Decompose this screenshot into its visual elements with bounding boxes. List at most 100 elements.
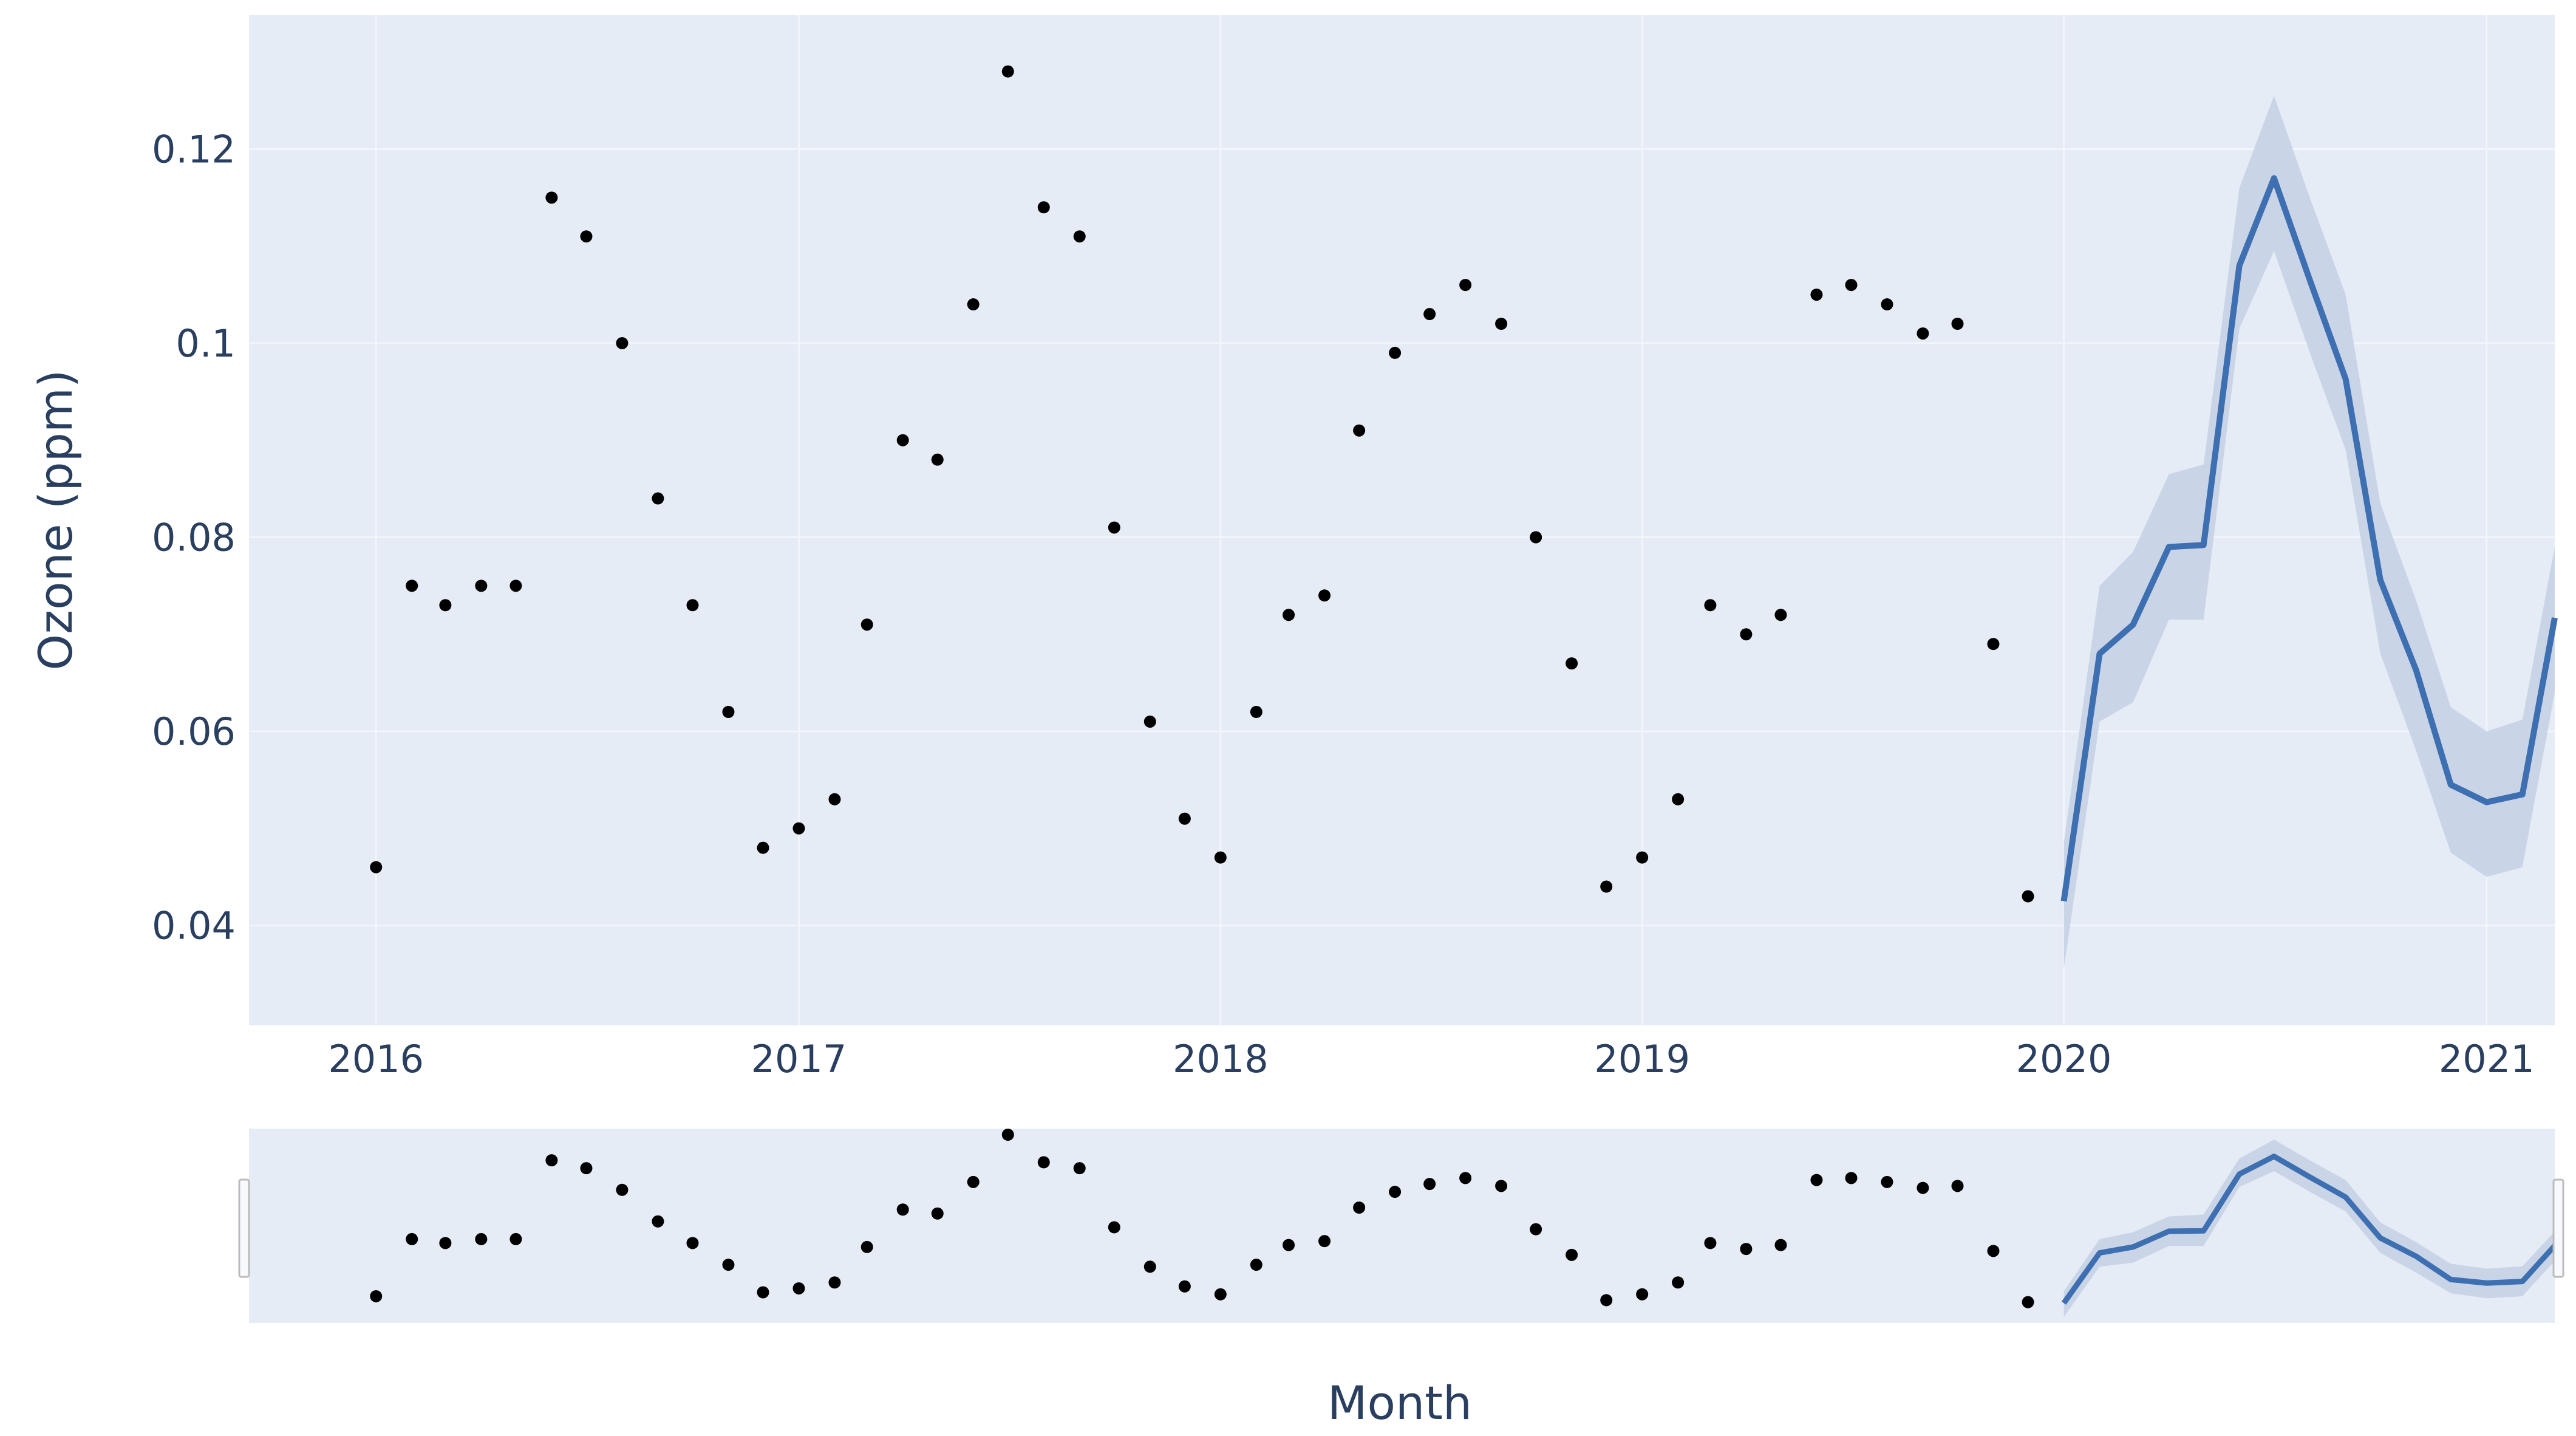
mini-observed-point: [1283, 1239, 1295, 1251]
mini-observed-point: [1108, 1221, 1120, 1234]
mini-observed-point: [1845, 1172, 1858, 1185]
mini-observed-point: [406, 1233, 418, 1245]
mini-forecast-line: [2061, 1154, 2557, 1305]
y-tick-label: 0.08: [152, 515, 236, 559]
mini-observed-point: [1530, 1223, 1542, 1236]
observed-point: [792, 822, 805, 835]
observed-point: [1987, 638, 2000, 651]
observed-point: [1845, 279, 1858, 292]
observed-point: [1214, 851, 1227, 864]
mini-observed-point: [1073, 1162, 1086, 1175]
observed-point: [1672, 793, 1685, 805]
mini-interval-band: [2063, 1140, 2555, 1317]
observed-point: [1881, 298, 1893, 311]
observed-point: [896, 434, 909, 446]
observed-point: [545, 191, 558, 204]
observed-point: [1073, 230, 1086, 243]
mini-observed-point: [1566, 1248, 1578, 1261]
x-axis-title: Month: [1327, 1376, 1472, 1430]
mini-observed-point: [370, 1290, 383, 1302]
mini-observed-point: [1740, 1243, 1753, 1256]
observed-point: [1810, 289, 1823, 301]
observed-point: [580, 230, 593, 243]
observed-point: [1774, 609, 1787, 621]
y-tick-labels: 0.04 0.06 0.08 0.1 0.12: [152, 127, 236, 948]
observed-point: [1178, 812, 1191, 825]
mini-observed-point: [1178, 1280, 1191, 1293]
mini-observed-point: [722, 1259, 735, 1271]
mini-observed-point: [1250, 1259, 1262, 1271]
observed-point: [1283, 609, 1295, 621]
observed-point: [1600, 880, 1613, 893]
observed-point: [1459, 279, 1472, 292]
observed-point: [860, 618, 873, 631]
interval-band: [2063, 95, 2555, 969]
observed-points: [370, 65, 2034, 903]
mini-observed-point: [1951, 1180, 1964, 1192]
observed-point: [1951, 318, 1964, 330]
mini-observed-point: [1881, 1175, 1893, 1188]
forecast-interval-band: [2063, 95, 2555, 969]
y-tick-label: 0.1: [175, 321, 236, 366]
mini-observed-point: [896, 1203, 909, 1216]
observed-point: [2022, 890, 2034, 903]
range-slider-right-handle[interactable]: [2552, 1178, 2564, 1278]
observed-point: [1530, 531, 1542, 544]
observed-point: [475, 580, 488, 592]
observed-point: [1740, 628, 1753, 641]
x-tick-label: 2021: [2439, 1037, 2535, 1081]
mini-observed-point: [828, 1276, 841, 1289]
mini-observed-point: [1672, 1276, 1685, 1289]
mini-observed-point: [1917, 1181, 1929, 1194]
mini-observed-point: [1636, 1288, 1649, 1301]
observed-point: [1704, 599, 1717, 612]
mini-observed-point: [1143, 1260, 1156, 1273]
range-slider-left-handle[interactable]: [238, 1178, 250, 1278]
observed-point: [1423, 308, 1436, 321]
mini-observed-point: [509, 1233, 522, 1245]
mini-observed-point: [1459, 1172, 1472, 1185]
observed-point: [1318, 589, 1331, 602]
range-slider-forecast-line: [2061, 1154, 2557, 1305]
mini-observed-point: [580, 1162, 593, 1175]
mini-observed-point: [1600, 1294, 1613, 1307]
observed-point: [652, 492, 664, 505]
mini-observed-point: [757, 1286, 769, 1299]
mini-observed-point: [1214, 1288, 1227, 1301]
y-tick-label: 0.06: [152, 709, 236, 754]
mini-observed-point: [1704, 1237, 1717, 1250]
mini-observed-point: [439, 1237, 452, 1250]
mini-observed-point: [545, 1154, 558, 1167]
mini-observed-point: [2022, 1296, 2034, 1308]
mini-observed-point: [616, 1183, 629, 1196]
x-tick-label: 2018: [1173, 1037, 1269, 1081]
mini-observed-point: [792, 1282, 805, 1294]
forecast-series-line: [2060, 175, 2558, 902]
observed-point: [616, 337, 629, 349]
observed-point: [439, 599, 452, 612]
observed-point: [757, 841, 769, 854]
mini-observed-point: [967, 1175, 980, 1188]
observed-point: [1143, 715, 1156, 728]
forecast-line: [2060, 175, 2558, 902]
x-tick-label: 2019: [1594, 1037, 1690, 1081]
observed-point: [1001, 65, 1014, 78]
observed-point: [1389, 346, 1402, 359]
mini-observed-point: [1810, 1174, 1823, 1186]
range-slider-interval-band: [2063, 1140, 2555, 1317]
range-slider-points: [370, 1129, 2034, 1308]
observed-point: [370, 861, 383, 874]
observed-point: [1108, 521, 1120, 534]
mini-observed-point: [1774, 1239, 1787, 1251]
mini-observed-point: [1987, 1245, 2000, 1257]
observed-point: [1566, 657, 1578, 670]
mini-observed-point: [475, 1233, 488, 1245]
mini-observed-point: [1318, 1235, 1331, 1248]
x-tick-label: 2016: [328, 1037, 424, 1081]
x-tick-label: 2020: [2016, 1037, 2112, 1081]
observed-point: [406, 580, 418, 592]
observed-point: [1037, 201, 1050, 214]
x-tick-labels: 2016 2017 2018 2019 2020 2021: [328, 1037, 2534, 1081]
observed-point: [931, 453, 944, 466]
